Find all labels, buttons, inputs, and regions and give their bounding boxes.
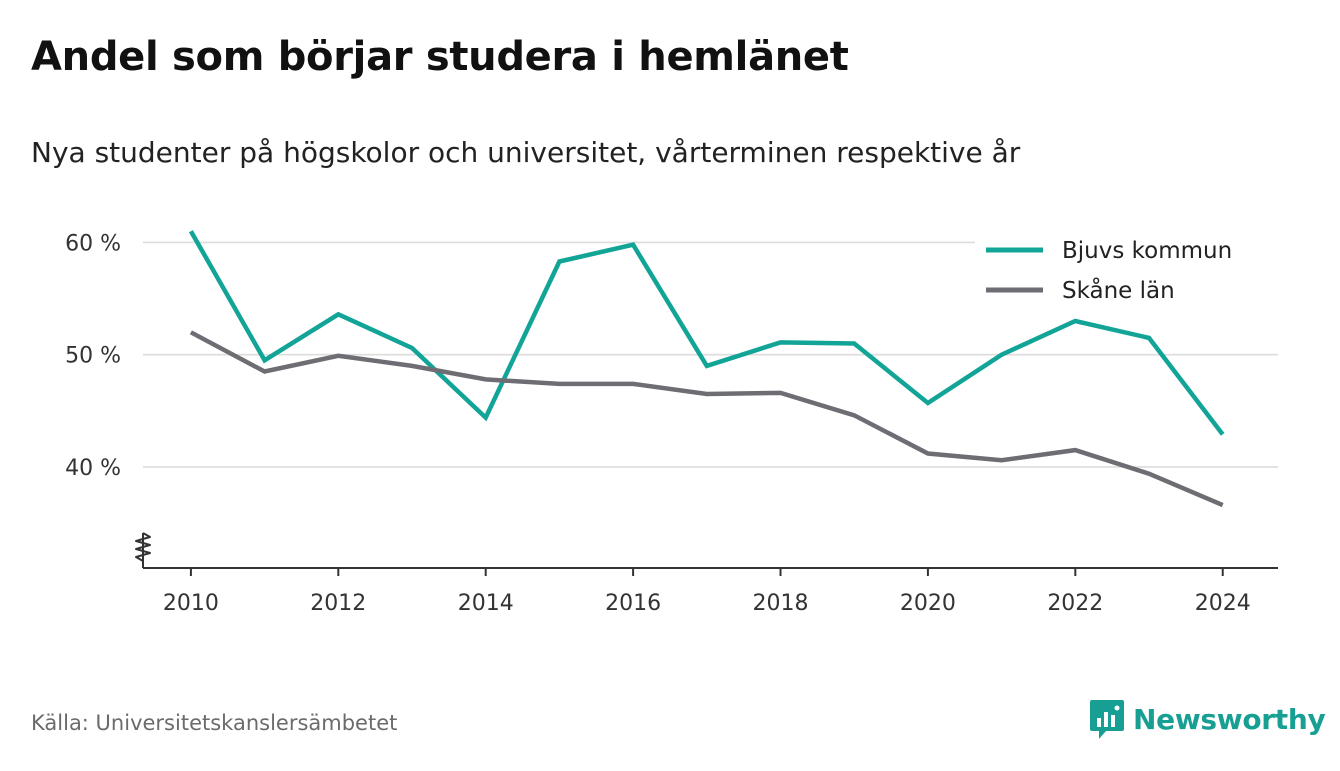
- series-lines: [188, 230, 1225, 508]
- legend-label: Skåne län: [1062, 276, 1175, 304]
- y-tick-label: 50 %: [65, 344, 121, 369]
- chart-subtitle: Nya studenter på högskolor och universit…: [31, 136, 1021, 169]
- x-tick-label: 2022: [1047, 591, 1103, 616]
- axis-break-icon: [135, 532, 151, 562]
- newsworthy-logo-icon: [1090, 700, 1124, 739]
- x-tick-label: 2016: [605, 591, 661, 616]
- axes: 40 % 50 % 60 % 2010 2012 2014 2016 2018 2020 2022…: [65, 231, 1278, 616]
- series-line: [189, 330, 1224, 508]
- brand-name: Newsworthy: [1133, 702, 1326, 736]
- x-tick-label: 2020: [900, 591, 956, 616]
- legend: Bjuvs kommun Skåne län: [975, 234, 1278, 316]
- source-note: Källa: Universitetskanslersämbetet: [31, 711, 398, 735]
- x-tick-label: 2014: [458, 591, 514, 616]
- y-tick-label: 60 %: [65, 231, 121, 256]
- y-tick-label: 40 %: [65, 456, 121, 481]
- x-tick-label: 2024: [1195, 591, 1251, 616]
- x-tick-label: 2012: [310, 591, 366, 616]
- brand-logo: Newsworthy: [1089, 698, 1326, 740]
- x-tick-label: 2010: [163, 591, 219, 616]
- chart-title: Andel som börjar studera i hemlänet: [31, 34, 849, 80]
- legend-label: Bjuvs kommun: [1062, 238, 1232, 264]
- x-tick-label: 2018: [753, 591, 809, 616]
